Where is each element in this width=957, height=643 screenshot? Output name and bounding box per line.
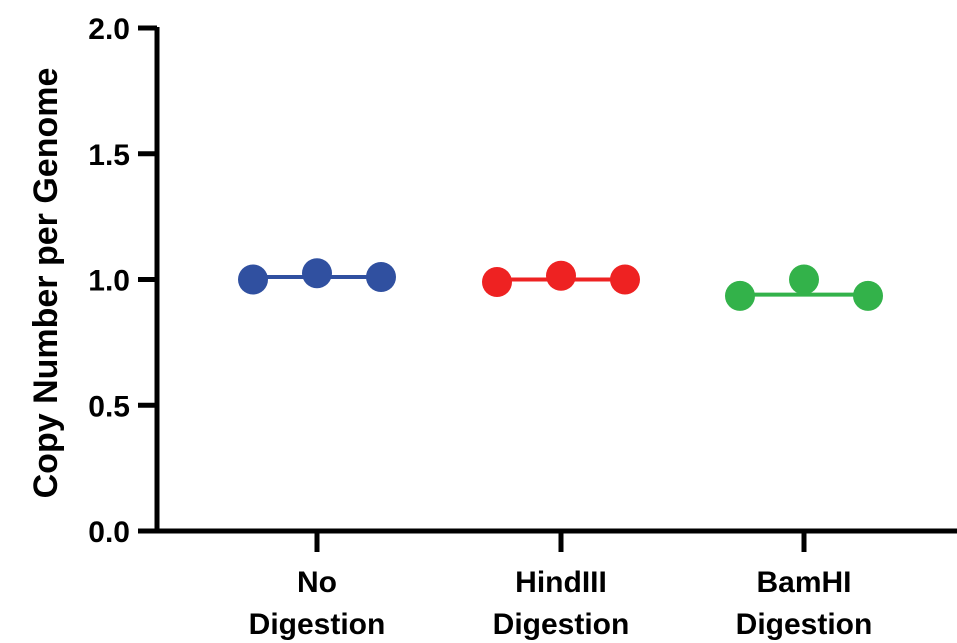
y-tick-label: 0.5 bbox=[88, 390, 130, 423]
y-tick-label: 0.0 bbox=[88, 516, 130, 549]
data-point bbox=[610, 264, 640, 295]
data-point bbox=[853, 280, 883, 311]
data-point bbox=[789, 264, 819, 295]
data-point bbox=[546, 260, 576, 291]
x-tick-label-line1: BamHI bbox=[756, 566, 851, 599]
data-point bbox=[482, 267, 512, 298]
y-ticks: 0.0 0.5 1.0 1.5 2.0 bbox=[88, 13, 157, 549]
x-tick-label-line2: Digestion bbox=[249, 608, 386, 641]
y-tick-label: 2.0 bbox=[88, 13, 130, 46]
y-tick-label: 1.5 bbox=[88, 139, 130, 172]
y-axis-title: Copy Number per Genome bbox=[27, 68, 65, 499]
x-tick-label-line2: Digestion bbox=[493, 608, 630, 641]
data-point bbox=[366, 261, 396, 292]
series-layer bbox=[238, 258, 883, 311]
x-ticks: No Digestion HindIII Digestion BamHI Digestio… bbox=[249, 531, 873, 641]
data-point bbox=[238, 264, 268, 295]
y-tick-label: 1.0 bbox=[88, 265, 130, 298]
data-point bbox=[725, 280, 755, 311]
x-tick-label-line1: No bbox=[297, 566, 337, 599]
x-tick-label-line2: Digestion bbox=[736, 608, 873, 641]
x-tick-label-line1: HindIII bbox=[515, 566, 607, 599]
data-point bbox=[302, 258, 332, 289]
